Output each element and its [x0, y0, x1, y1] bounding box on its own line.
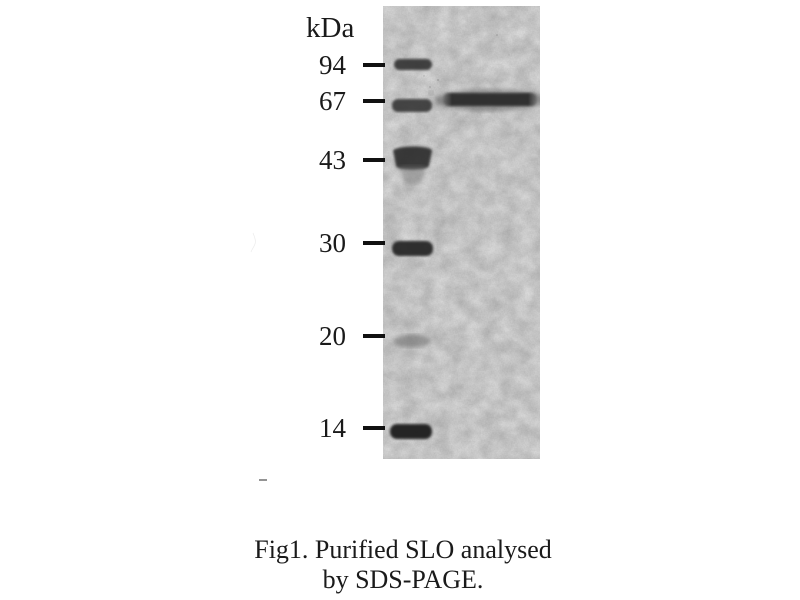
svg-text:kDa: kDa: [306, 12, 354, 44]
svg-text:43: 43: [319, 145, 346, 175]
svg-text:20: 20: [319, 321, 346, 351]
svg-text:94: 94: [319, 50, 347, 80]
svg-text:67: 67: [319, 86, 346, 116]
svg-text:14: 14: [319, 413, 347, 443]
svg-text:Fig1. Purified SLO analysed: Fig1. Purified SLO analysed: [254, 535, 552, 564]
svg-text:by SDS-PAGE.: by SDS-PAGE.: [323, 565, 484, 594]
svg-text:30: 30: [319, 228, 346, 258]
